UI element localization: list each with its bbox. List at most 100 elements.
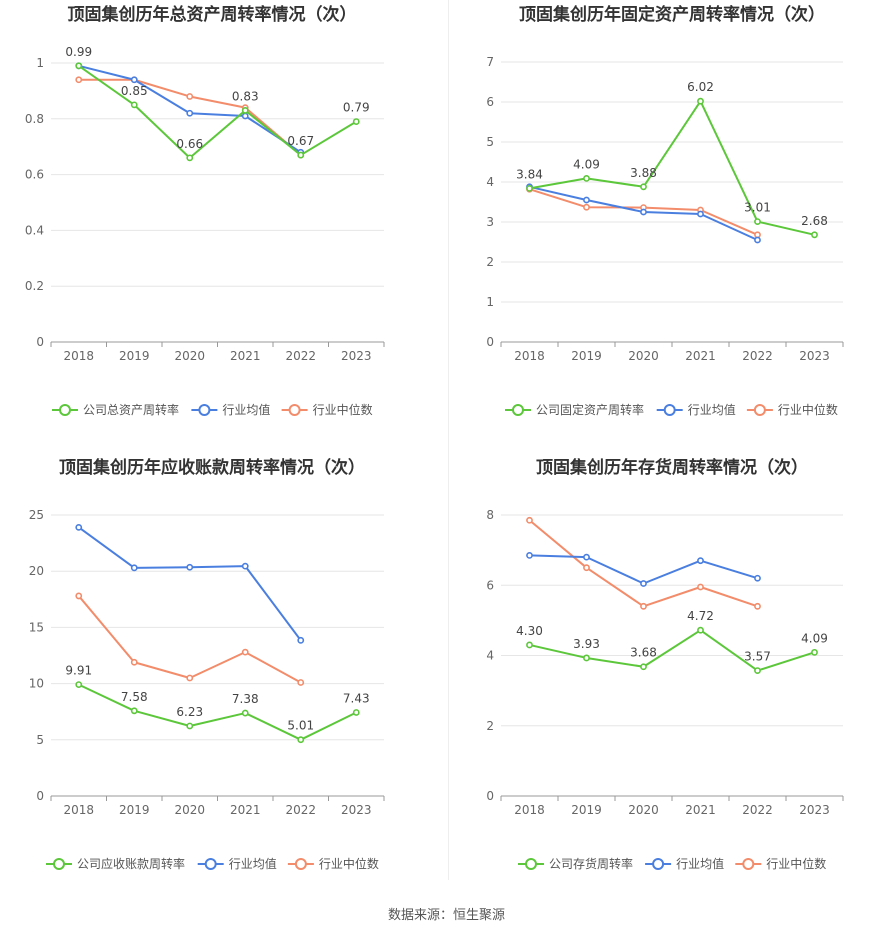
panel-divider [448,0,449,880]
y-tick-label: 0.2 [25,279,44,293]
x-tick-label: 2020 [628,803,659,817]
legend-marker-company [53,858,65,870]
y-tick-label: 7 [486,55,494,69]
data-point-industry-median [640,602,647,610]
data-point-industry-median [697,583,704,591]
data-label: 6.02 [687,80,714,94]
y-tick-label: 4 [486,175,494,189]
data-point-company [297,151,305,159]
x-tick-label: 2019 [119,803,150,817]
data-point-industry-average [754,574,761,582]
data-label: 4.72 [687,609,714,623]
series-line-company [78,64,357,159]
data-point-industry-median [75,592,83,600]
data-label: 7.43 [343,691,370,705]
y-tick-label: 5 [36,733,44,747]
data-point-industry-average [75,523,83,531]
data-point-industry-median [186,674,194,682]
data-point-industry-average [130,76,138,84]
legend-marker-industry-average [198,404,211,416]
chart-title: 顶固集创历年固定资产周转率情况（次） [519,4,825,25]
x-tick-label: 2021 [230,803,261,817]
x-tick-label: 2023 [799,803,830,817]
data-point-company [297,736,305,744]
data-point-industry-median [75,76,83,84]
x-tick-label: 2019 [571,803,602,817]
data-label: 6.23 [176,705,203,719]
y-tick-label: 2 [486,255,494,269]
data-point-industry-average [583,196,590,204]
data-label: 0.67 [287,134,314,148]
series-line-company [78,683,357,741]
data-label: 0.85 [121,84,148,98]
legend-marker-industry-median [742,858,755,870]
legend-label-industry-median: 行业中位数 [766,856,826,871]
series-line-company [529,100,815,236]
legend-marker-company [59,404,71,416]
data-point-company [526,184,533,192]
data-point-company [754,218,761,225]
y-tick-label: 4 [486,649,494,663]
data-label: 9.91 [65,664,92,678]
x-tick-label: 2018 [514,349,545,363]
data-label: 4.30 [516,624,543,638]
x-tick-label: 2020 [174,803,205,817]
legend-label-company: 公司固定资产周转率 [536,402,644,417]
legend-label-company: 公司总资产周转率 [83,402,179,417]
y-tick-label: 20 [29,564,44,578]
x-tick-label: 2022 [285,349,316,363]
y-tick-label: 15 [29,620,44,634]
data-point-industry-average [241,562,249,570]
legend-marker-industry-average [204,858,217,870]
data-point-company [186,154,194,162]
legend-label-industry-average: 行业均值 [688,402,736,417]
x-tick-label: 2019 [571,349,602,363]
data-point-industry-average [241,112,249,120]
data-point-industry-average [640,208,647,216]
data-point-industry-median [583,564,590,572]
x-tick-label: 2018 [63,349,94,363]
x-tick-label: 2021 [685,803,716,817]
y-tick-label: 0 [36,789,44,803]
data-label: 7.58 [121,690,148,704]
data-point-industry-average [754,236,761,244]
legend-label-industry-average: 行业均值 [676,856,724,871]
data-point-company [130,101,138,109]
chart-panel-inventory-turnover: 顶固集创历年存货周转率情况（次） 0 2 4 6 8 2018 2019 2020 2021 202… [448,453,893,908]
legend-marker-company [525,858,537,870]
data-point-industry-median [754,602,761,610]
chart-svg: 顶固集创历年应收账款周转率情况（次） 0 5 10 15 20 25 2018 2019 2020… [29,457,385,871]
data-point-industry-average [640,580,647,587]
data-label: 3.01 [744,201,771,215]
x-tick-label: 2020 [174,349,205,363]
data-point-company [241,107,249,114]
x-tick-label: 2019 [119,349,150,363]
series-line-industry-median [77,595,302,684]
data-label: 0.99 [65,45,92,59]
legend-marker-industry-median [288,404,301,416]
y-tick-label: 1 [36,56,44,70]
x-tick-label: 2018 [63,803,94,817]
legend-label-industry-average: 行业均值 [229,856,277,871]
data-point-industry-average [697,210,704,218]
chart-panel-receivables-turnover: 顶固集创历年应收账款周转率情况（次） 0 5 10 15 20 25 2018 2019 2020… [0,453,446,908]
series-line-company [529,629,815,672]
data-point-company [130,707,138,715]
data-point-company [75,62,83,70]
legend-label-industry-median: 行业中位数 [319,856,379,871]
legend-marker-industry-median [753,404,766,416]
data-point-company [754,667,761,675]
x-tick-label: 2023 [341,349,372,363]
data-point-company [526,641,533,649]
x-tick-label: 2022 [742,349,773,363]
x-tick-label: 2020 [628,349,659,363]
data-point-industry-average [186,563,194,571]
data-label: 0.83 [232,89,259,103]
data-point-company [697,97,704,105]
legend-marker-industry-average [652,858,665,870]
data-point-industry-median [130,658,138,666]
chart-title: 顶固集创历年总资产周转率情况（次） [68,4,357,25]
y-tick-label: 0 [486,335,494,349]
legend-label-industry-median: 行业中位数 [778,402,838,417]
y-tick-label: 1 [486,295,494,309]
